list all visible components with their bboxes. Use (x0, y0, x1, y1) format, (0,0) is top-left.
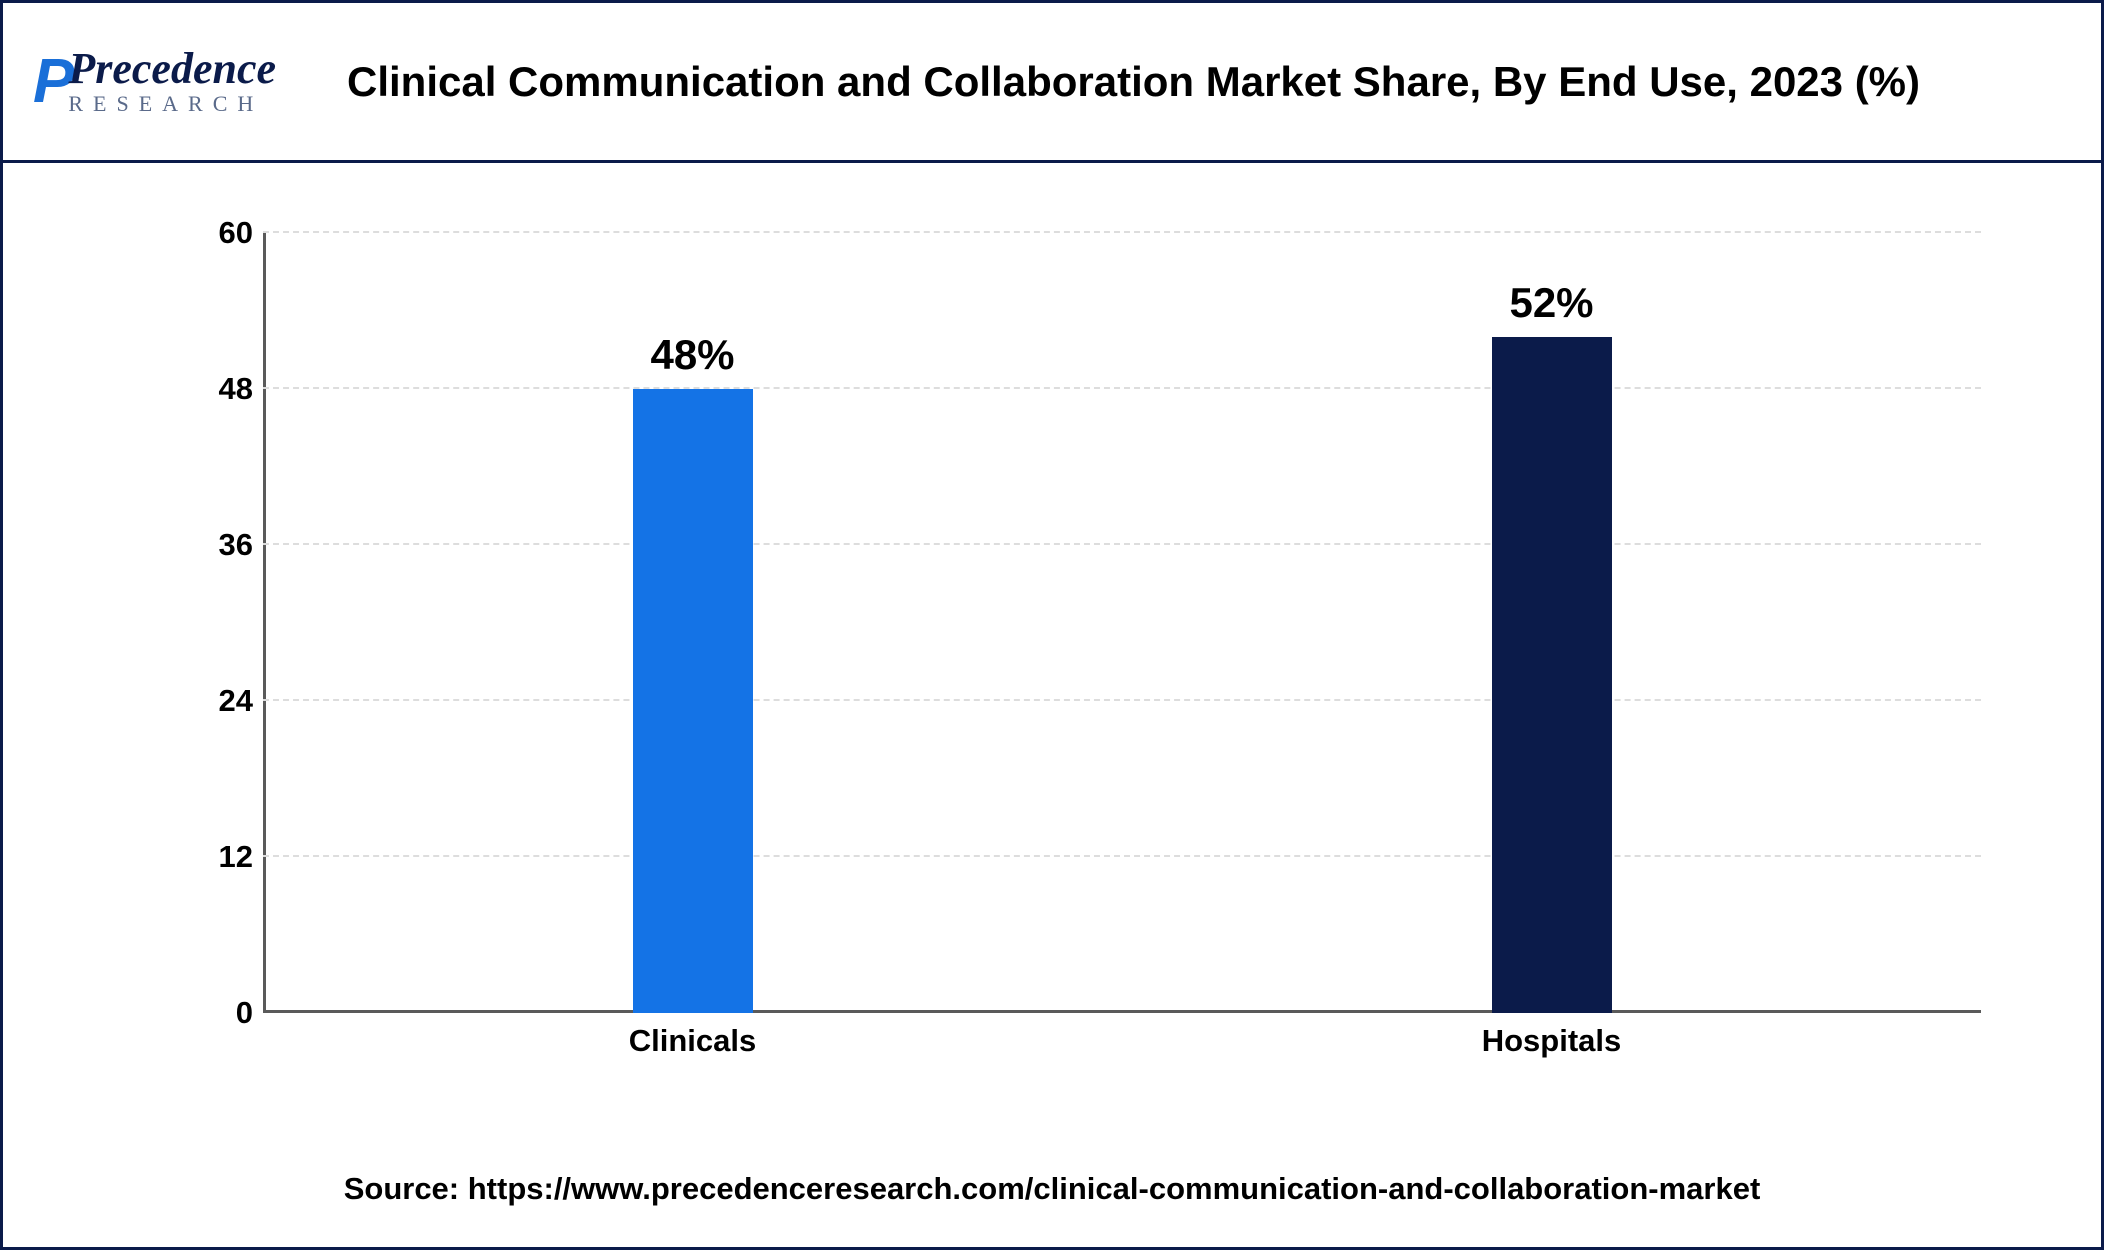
bar-slot: 48% (263, 233, 1122, 1013)
header: P Precedence RESEARCH Clinical Communica… (3, 3, 2101, 163)
source-prefix: Source: (344, 1171, 468, 1206)
bar: 52% (1492, 337, 1612, 1013)
chart-region: 0 12 24 36 48 60 48% 52% ClinicalsHospitals (3, 163, 2101, 1161)
chart-frame: P Precedence RESEARCH Clinical Communica… (0, 0, 2104, 1250)
source-url: https://www.precedenceresearch.com/clini… (468, 1171, 1761, 1206)
y-tick-label: 0 (203, 995, 253, 1031)
y-tick-label: 24 (203, 683, 253, 719)
bar: 48% (633, 389, 753, 1013)
y-tick-label: 12 (203, 839, 253, 875)
logo: P Precedence RESEARCH (33, 48, 276, 115)
x-category-label: Hospitals (1122, 1023, 1981, 1059)
y-tick-label: 48 (203, 371, 253, 407)
logo-text: Precedence RESEARCH (68, 48, 276, 115)
bar-value-label: 48% (650, 331, 734, 379)
plot-area: 01224364860 48%52% (203, 233, 1981, 1013)
bars-container: 48% 52% (263, 233, 1981, 1013)
x-labels: ClinicalsHospitals (263, 1023, 1981, 1059)
chart-title: Clinical Communication and Collaboration… (316, 58, 2071, 106)
bar-value-label: 52% (1509, 279, 1593, 327)
logo-brand-bottom: RESEARCH (68, 94, 276, 115)
y-tick-label: 60 (203, 215, 253, 251)
x-category-label: Clinicals (263, 1023, 1122, 1059)
bar-slot: 52% (1122, 233, 1981, 1013)
logo-brand-top: Precedence (68, 44, 276, 93)
y-tick-label: 36 (203, 527, 253, 563)
source-line: Source: https://www.precedenceresearch.c… (3, 1161, 2101, 1247)
